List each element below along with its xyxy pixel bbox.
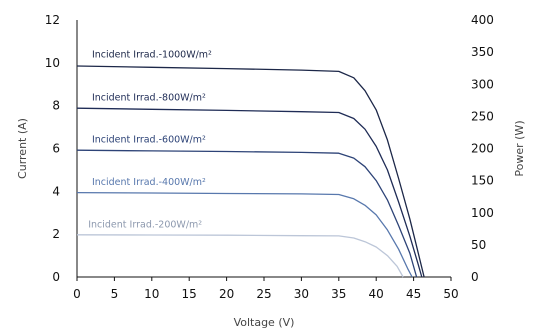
- y2-tick-label: 400: [471, 13, 494, 27]
- y2-tick-label: 350: [471, 45, 494, 59]
- y-tick-label: 12: [45, 13, 60, 27]
- y2-tick-label: 0: [471, 270, 479, 284]
- y2-tick-label: 50: [471, 238, 486, 252]
- curve-label: Incident Irrad.-600W/m²: [92, 135, 206, 146]
- x-axis-title: Voltage (V): [234, 316, 295, 329]
- y-tick-label: 0: [52, 270, 60, 284]
- x-tick-label: 35: [331, 287, 346, 301]
- series-line-1: [76, 65, 425, 278]
- y-axis-ticks: 0 2 4 6 8 10 12: [45, 13, 60, 284]
- x-tick-label: 20: [219, 287, 234, 301]
- curve-label: Incident Irrad.-200W/m²: [88, 219, 202, 230]
- y2-tick-label: 300: [471, 77, 494, 91]
- curve-label: Incident Irrad.-1000W/m²: [92, 49, 212, 60]
- x-tick-label: 5: [111, 287, 119, 301]
- y-tick-label: 10: [45, 56, 60, 70]
- y2-tick-label: 100: [471, 206, 494, 220]
- x-tick-label: 45: [406, 287, 421, 301]
- x-tick-label: 10: [144, 287, 159, 301]
- x-tick-label: 40: [369, 287, 384, 301]
- series-line-5: [76, 234, 404, 278]
- series-line-3: [76, 149, 418, 278]
- y2-tick-label: 150: [471, 174, 494, 188]
- curve-labels: Incident Irrad.-1000W/m² Incident Irrad.-…: [88, 49, 212, 230]
- y2-tick-label: 250: [471, 109, 494, 123]
- x-tick-label: 0: [73, 287, 81, 301]
- secondary-y-axis-ticks: 0 50 100 150 200 250 300 350 400: [471, 13, 494, 284]
- x-tick-label: 50: [443, 287, 458, 301]
- y-tick-label: 2: [52, 227, 60, 241]
- y-axis-title: Current (A): [16, 118, 29, 179]
- series-layer: [76, 65, 425, 278]
- y-tick-label: 4: [52, 184, 60, 198]
- y2-tick-label: 200: [471, 142, 494, 156]
- curve-label: Incident Irrad.-800W/m²: [92, 92, 206, 103]
- series-line-2: [76, 107, 423, 278]
- x-tick-label: 25: [256, 287, 271, 301]
- secondary-y-axis-title: Power (W): [513, 120, 526, 176]
- curve-label: Incident Irrad.-400W/m²: [92, 177, 206, 188]
- x-tick-label: 30: [294, 287, 309, 301]
- y-tick-label: 8: [52, 99, 60, 113]
- x-axis-ticks: 0 5 10 15 20 25 30 35 40 45 50: [73, 277, 459, 301]
- series-line-4: [76, 191, 413, 278]
- x-tick-label: 15: [182, 287, 197, 301]
- y-tick-label: 6: [52, 142, 60, 156]
